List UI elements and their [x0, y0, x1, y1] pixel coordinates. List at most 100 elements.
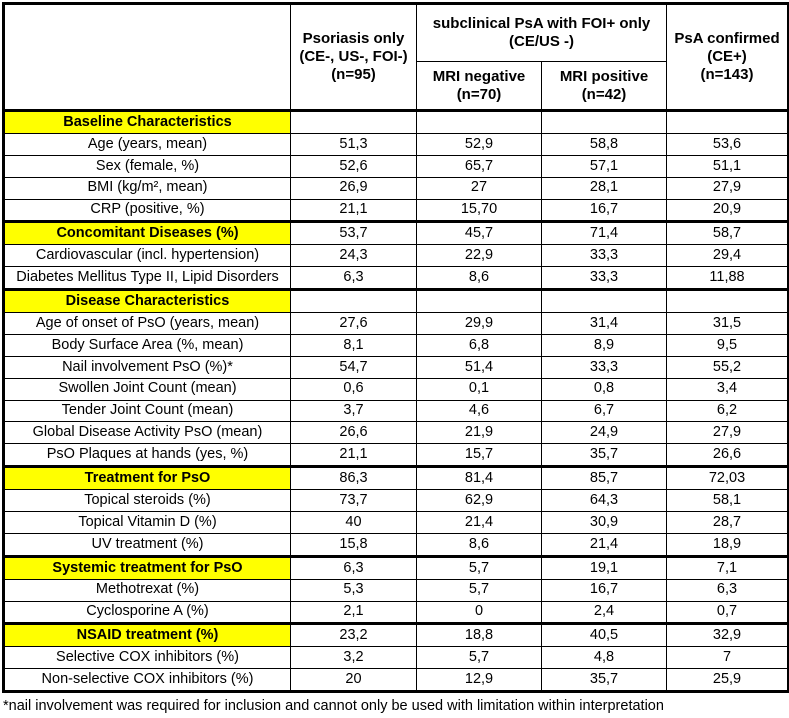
- cell-value: 6,3: [290, 554, 417, 580]
- cell-value: [416, 288, 542, 314]
- row-label: Sex (female, %): [3, 154, 291, 178]
- cell-value: 23,2: [290, 622, 417, 648]
- cell-value: 7: [666, 646, 789, 670]
- cell-value: 6,8: [416, 333, 542, 357]
- cell-value: [666, 288, 789, 314]
- cell-value: 21,1: [290, 443, 417, 468]
- section-label: NSAID treatment (%): [3, 622, 291, 648]
- section-row: Systemic treatment for PsO 6,3 5,7 19,1 7,1: [3, 554, 789, 580]
- cell-value: 8,6: [416, 266, 542, 291]
- corner-cell: [3, 3, 291, 111]
- cell-value: 2,4: [541, 600, 667, 625]
- column-header-mri-negative: MRI negative (n=70): [416, 61, 542, 111]
- cell-value: 53,6: [666, 132, 789, 156]
- row-label: PsO Plaques at hands (yes, %): [3, 443, 291, 468]
- cell-value: 6,3: [290, 266, 417, 291]
- cell-value: 0: [416, 600, 542, 625]
- table-row: Non-selective COX inhibitors (%) 20 12,9 35…: [3, 668, 789, 693]
- cell-value: 5,7: [416, 646, 542, 670]
- row-label: Diabetes Mellitus Type II, Lipid Disorde…: [3, 266, 291, 291]
- cell-value: 65,7: [416, 154, 542, 178]
- cell-value: 64,3: [541, 489, 667, 513]
- cell-value: 71,4: [541, 220, 667, 246]
- cell-value: 5,3: [290, 578, 417, 602]
- cell-value: 51,3: [290, 132, 417, 156]
- table-row: UV treatment (%) 15,8 8,6 21,4 18,9: [3, 532, 789, 557]
- cell-value: 57,1: [541, 154, 667, 178]
- cell-value: 21,9: [416, 421, 542, 445]
- table-row: Tender Joint Count (mean) 3,7 4,6 6,7 6,2: [3, 399, 789, 423]
- cell-value: 26,6: [666, 443, 789, 468]
- table-row: Global Disease Activity PsO (mean) 26,6 21…: [3, 421, 789, 445]
- cell-value: 35,7: [541, 443, 667, 468]
- footnote: *nail involvement was required for inclu…: [3, 698, 664, 715]
- cell-value: 3,7: [290, 399, 417, 423]
- clinical-characteristics-table: Psoriasis only (CE-, US-, FOI-) (n=95) s…: [2, 2, 789, 694]
- cell-value: 22,9: [416, 244, 542, 268]
- cell-value: 3,4: [666, 377, 789, 401]
- cell-value: 25,9: [666, 668, 789, 693]
- cell-value: 12,9: [416, 668, 542, 693]
- cell-value: 53,7: [290, 220, 417, 246]
- section-row: Baseline Characteristics: [3, 109, 789, 134]
- cell-value: 21,4: [416, 511, 542, 534]
- cell-value: 9,5: [666, 333, 789, 357]
- table-row: Sex (female, %) 52,6 65,7 57,1 51,1: [3, 154, 789, 178]
- row-label: Topical steroids (%): [3, 489, 291, 513]
- table-row: Methotrexat (%) 5,3 5,7 16,7 6,3: [3, 578, 789, 602]
- cell-value: 16,7: [541, 198, 667, 223]
- cell-value: 52,9: [416, 132, 542, 156]
- section-label: Disease Characteristics: [3, 288, 291, 314]
- cell-value: 81,4: [416, 465, 542, 491]
- table-row: Nail involvement PsO (%)* 54,7 51,4 33,3 55,…: [3, 355, 789, 379]
- cell-value: 27: [416, 176, 542, 200]
- cell-value: 16,7: [541, 578, 667, 602]
- cell-value: 85,7: [541, 465, 667, 491]
- cell-value: [541, 288, 667, 314]
- table-row: Cyclosporine A (%) 2,1 0 2,4 0,7: [3, 600, 789, 625]
- row-label: Age (years, mean): [3, 132, 291, 156]
- cell-value: 31,4: [541, 312, 667, 335]
- column-header-psoriasis-only: Psoriasis only (CE-, US-, FOI-) (n=95): [290, 3, 417, 111]
- cell-value: 35,7: [541, 668, 667, 693]
- table-row: Age of onset of PsO (years, mean) 27,6 29,…: [3, 312, 789, 335]
- cell-value: 55,2: [666, 355, 789, 379]
- cell-value: 6,3: [666, 578, 789, 602]
- cell-value: 3,2: [290, 646, 417, 670]
- cell-value: 4,6: [416, 399, 542, 423]
- cell-value: 24,9: [541, 421, 667, 445]
- cell-value: [541, 109, 667, 134]
- cell-value: 19,1: [541, 554, 667, 580]
- cell-value: 18,8: [416, 622, 542, 648]
- cell-value: 26,9: [290, 176, 417, 200]
- cell-value: 0,8: [541, 377, 667, 401]
- cell-value: 2,1: [290, 600, 417, 625]
- cell-value: 20,9: [666, 198, 789, 223]
- cell-value: 73,7: [290, 489, 417, 513]
- section-label: Concomitant Diseases (%): [3, 220, 291, 246]
- cell-value: 27,6: [290, 312, 417, 335]
- cell-value: 26,6: [290, 421, 417, 445]
- cell-value: 51,4: [416, 355, 542, 379]
- cell-value: 51,1: [666, 154, 789, 178]
- table-row: Diabetes Mellitus Type II, Lipid Disorde…: [3, 266, 789, 291]
- cell-value: 8,1: [290, 333, 417, 357]
- row-label: Topical Vitamin D (%): [3, 511, 291, 534]
- cell-value: 15,8: [290, 532, 417, 557]
- table-row: Cardiovascular (incl. hypertension) 24,3 2…: [3, 244, 789, 268]
- row-label: Methotrexat (%): [3, 578, 291, 602]
- cell-value: 6,2: [666, 399, 789, 423]
- row-label: Nail involvement PsO (%)*: [3, 355, 291, 379]
- table-row: Swollen Joint Count (mean) 0,6 0,1 0,8 3,4: [3, 377, 789, 401]
- column-header-mri-positive: MRI positive (n=42): [541, 61, 667, 111]
- cell-value: 52,6: [290, 154, 417, 178]
- cell-value: 27,9: [666, 421, 789, 445]
- section-label: Treatment for PsO: [3, 465, 291, 491]
- cell-value: 20: [290, 668, 417, 693]
- cell-value: 0,1: [416, 377, 542, 401]
- cell-value: 11,88: [666, 266, 789, 291]
- row-label: CRP (positive, %): [3, 198, 291, 223]
- column-header-subclinical-group: subclinical PsA with FOI+ only (CE/US -): [416, 3, 667, 62]
- table-row: CRP (positive, %) 21,1 15,70 16,7 20,9: [3, 198, 789, 223]
- cell-value: 58,8: [541, 132, 667, 156]
